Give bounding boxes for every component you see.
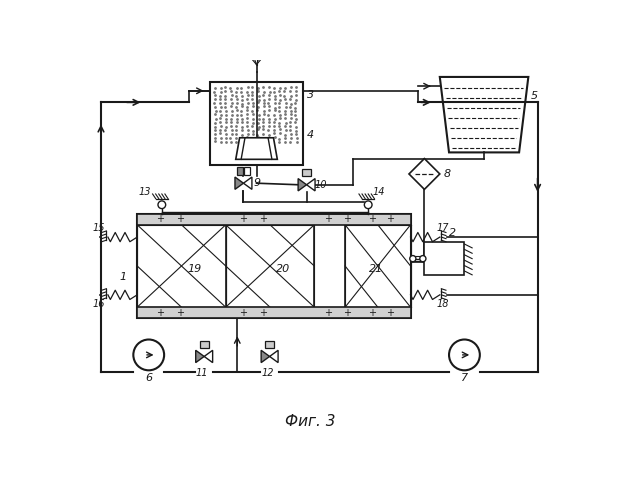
Text: 1: 1 xyxy=(120,272,127,282)
Polygon shape xyxy=(440,77,528,152)
Polygon shape xyxy=(409,158,440,190)
Text: Фиг. 3: Фиг. 3 xyxy=(285,414,336,430)
Text: 20: 20 xyxy=(277,264,290,274)
Text: 15: 15 xyxy=(92,223,105,233)
Text: 19: 19 xyxy=(188,264,202,274)
Bar xyxy=(302,168,312,175)
Text: 11: 11 xyxy=(196,368,208,378)
Circle shape xyxy=(133,340,164,370)
Text: +: + xyxy=(239,214,247,224)
Bar xyxy=(244,167,250,174)
Text: 18: 18 xyxy=(437,299,449,309)
Text: +: + xyxy=(259,308,267,318)
Text: 2: 2 xyxy=(449,228,455,238)
Text: 13: 13 xyxy=(139,188,151,198)
Text: +: + xyxy=(386,308,394,318)
Circle shape xyxy=(364,201,372,208)
Text: 12: 12 xyxy=(261,368,273,378)
Polygon shape xyxy=(307,178,315,191)
Text: +: + xyxy=(368,214,376,224)
Text: 21: 21 xyxy=(369,264,383,274)
Polygon shape xyxy=(298,178,307,191)
Polygon shape xyxy=(244,177,252,190)
Text: +: + xyxy=(343,214,351,224)
Text: +: + xyxy=(324,214,332,224)
Circle shape xyxy=(158,201,166,208)
Text: 3: 3 xyxy=(307,90,314,101)
Text: +: + xyxy=(324,308,332,318)
Text: +: + xyxy=(156,308,164,318)
Polygon shape xyxy=(261,350,270,362)
Circle shape xyxy=(420,256,426,262)
Polygon shape xyxy=(204,350,212,362)
Text: 4: 4 xyxy=(307,130,314,140)
Polygon shape xyxy=(235,138,277,160)
Text: 7: 7 xyxy=(461,373,468,383)
Text: 17: 17 xyxy=(437,223,449,233)
Text: 14: 14 xyxy=(373,188,385,198)
Bar xyxy=(237,167,243,174)
Text: +: + xyxy=(386,214,394,224)
Circle shape xyxy=(449,340,480,370)
Bar xyxy=(424,242,464,275)
Text: +: + xyxy=(156,214,164,224)
Polygon shape xyxy=(235,177,244,190)
Text: +: + xyxy=(343,308,351,318)
Polygon shape xyxy=(196,350,204,362)
Text: 9: 9 xyxy=(254,178,261,188)
Text: 8: 8 xyxy=(444,169,451,179)
Bar xyxy=(137,214,411,318)
Circle shape xyxy=(410,256,416,262)
Text: +: + xyxy=(176,214,184,224)
Text: 5: 5 xyxy=(531,91,538,101)
Text: +: + xyxy=(176,308,184,318)
Text: +: + xyxy=(239,308,247,318)
Text: 16: 16 xyxy=(92,299,105,309)
Polygon shape xyxy=(270,350,278,362)
Bar xyxy=(137,214,411,225)
Text: +: + xyxy=(259,214,267,224)
Bar xyxy=(137,307,411,318)
Text: 10: 10 xyxy=(314,180,326,190)
Bar xyxy=(265,341,274,348)
Text: 6: 6 xyxy=(145,373,152,383)
Text: +: + xyxy=(368,308,376,318)
Bar xyxy=(211,82,303,164)
Bar xyxy=(199,341,209,348)
